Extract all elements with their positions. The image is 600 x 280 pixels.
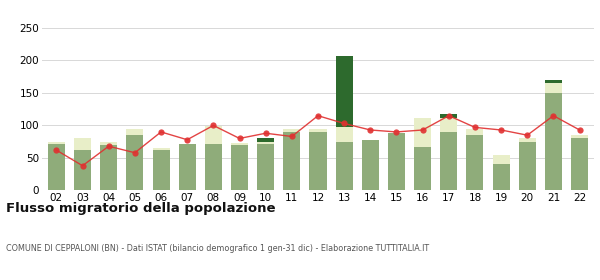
Bar: [335, 127, 353, 142]
Bar: [571, 138, 588, 190]
Bar: [335, 56, 353, 127]
Bar: [440, 115, 457, 118]
Bar: [466, 135, 484, 190]
Bar: [519, 142, 536, 190]
Bar: [388, 133, 405, 190]
Bar: [179, 144, 196, 190]
Bar: [257, 142, 274, 144]
Bar: [283, 132, 301, 190]
Bar: [152, 150, 170, 190]
Bar: [257, 144, 274, 190]
Bar: [519, 138, 536, 142]
Bar: [48, 144, 65, 190]
Bar: [127, 135, 143, 190]
Bar: [100, 145, 117, 190]
Bar: [205, 126, 222, 144]
Bar: [74, 150, 91, 190]
Bar: [335, 142, 353, 190]
Bar: [310, 129, 326, 132]
Bar: [440, 132, 457, 190]
Bar: [283, 129, 301, 132]
Bar: [257, 138, 274, 142]
Bar: [127, 129, 143, 135]
Bar: [414, 147, 431, 190]
Bar: [362, 140, 379, 190]
Bar: [571, 135, 588, 138]
Bar: [493, 155, 509, 164]
Bar: [545, 93, 562, 190]
Text: Flusso migratorio della popolazione: Flusso migratorio della popolazione: [6, 202, 275, 214]
Bar: [205, 144, 222, 190]
Bar: [440, 118, 457, 132]
Bar: [545, 83, 562, 93]
Bar: [74, 138, 91, 150]
Bar: [545, 80, 562, 83]
Bar: [310, 132, 326, 190]
Bar: [414, 118, 431, 147]
Bar: [48, 142, 65, 144]
Bar: [152, 148, 170, 150]
Bar: [466, 129, 484, 135]
Bar: [231, 143, 248, 145]
Bar: [100, 142, 117, 145]
Bar: [493, 164, 509, 190]
Text: COMUNE DI CEPPALONI (BN) - Dati ISTAT (bilancio demografico 1 gen-31 dic) - Elab: COMUNE DI CEPPALONI (BN) - Dati ISTAT (b…: [6, 244, 429, 253]
Bar: [231, 145, 248, 190]
